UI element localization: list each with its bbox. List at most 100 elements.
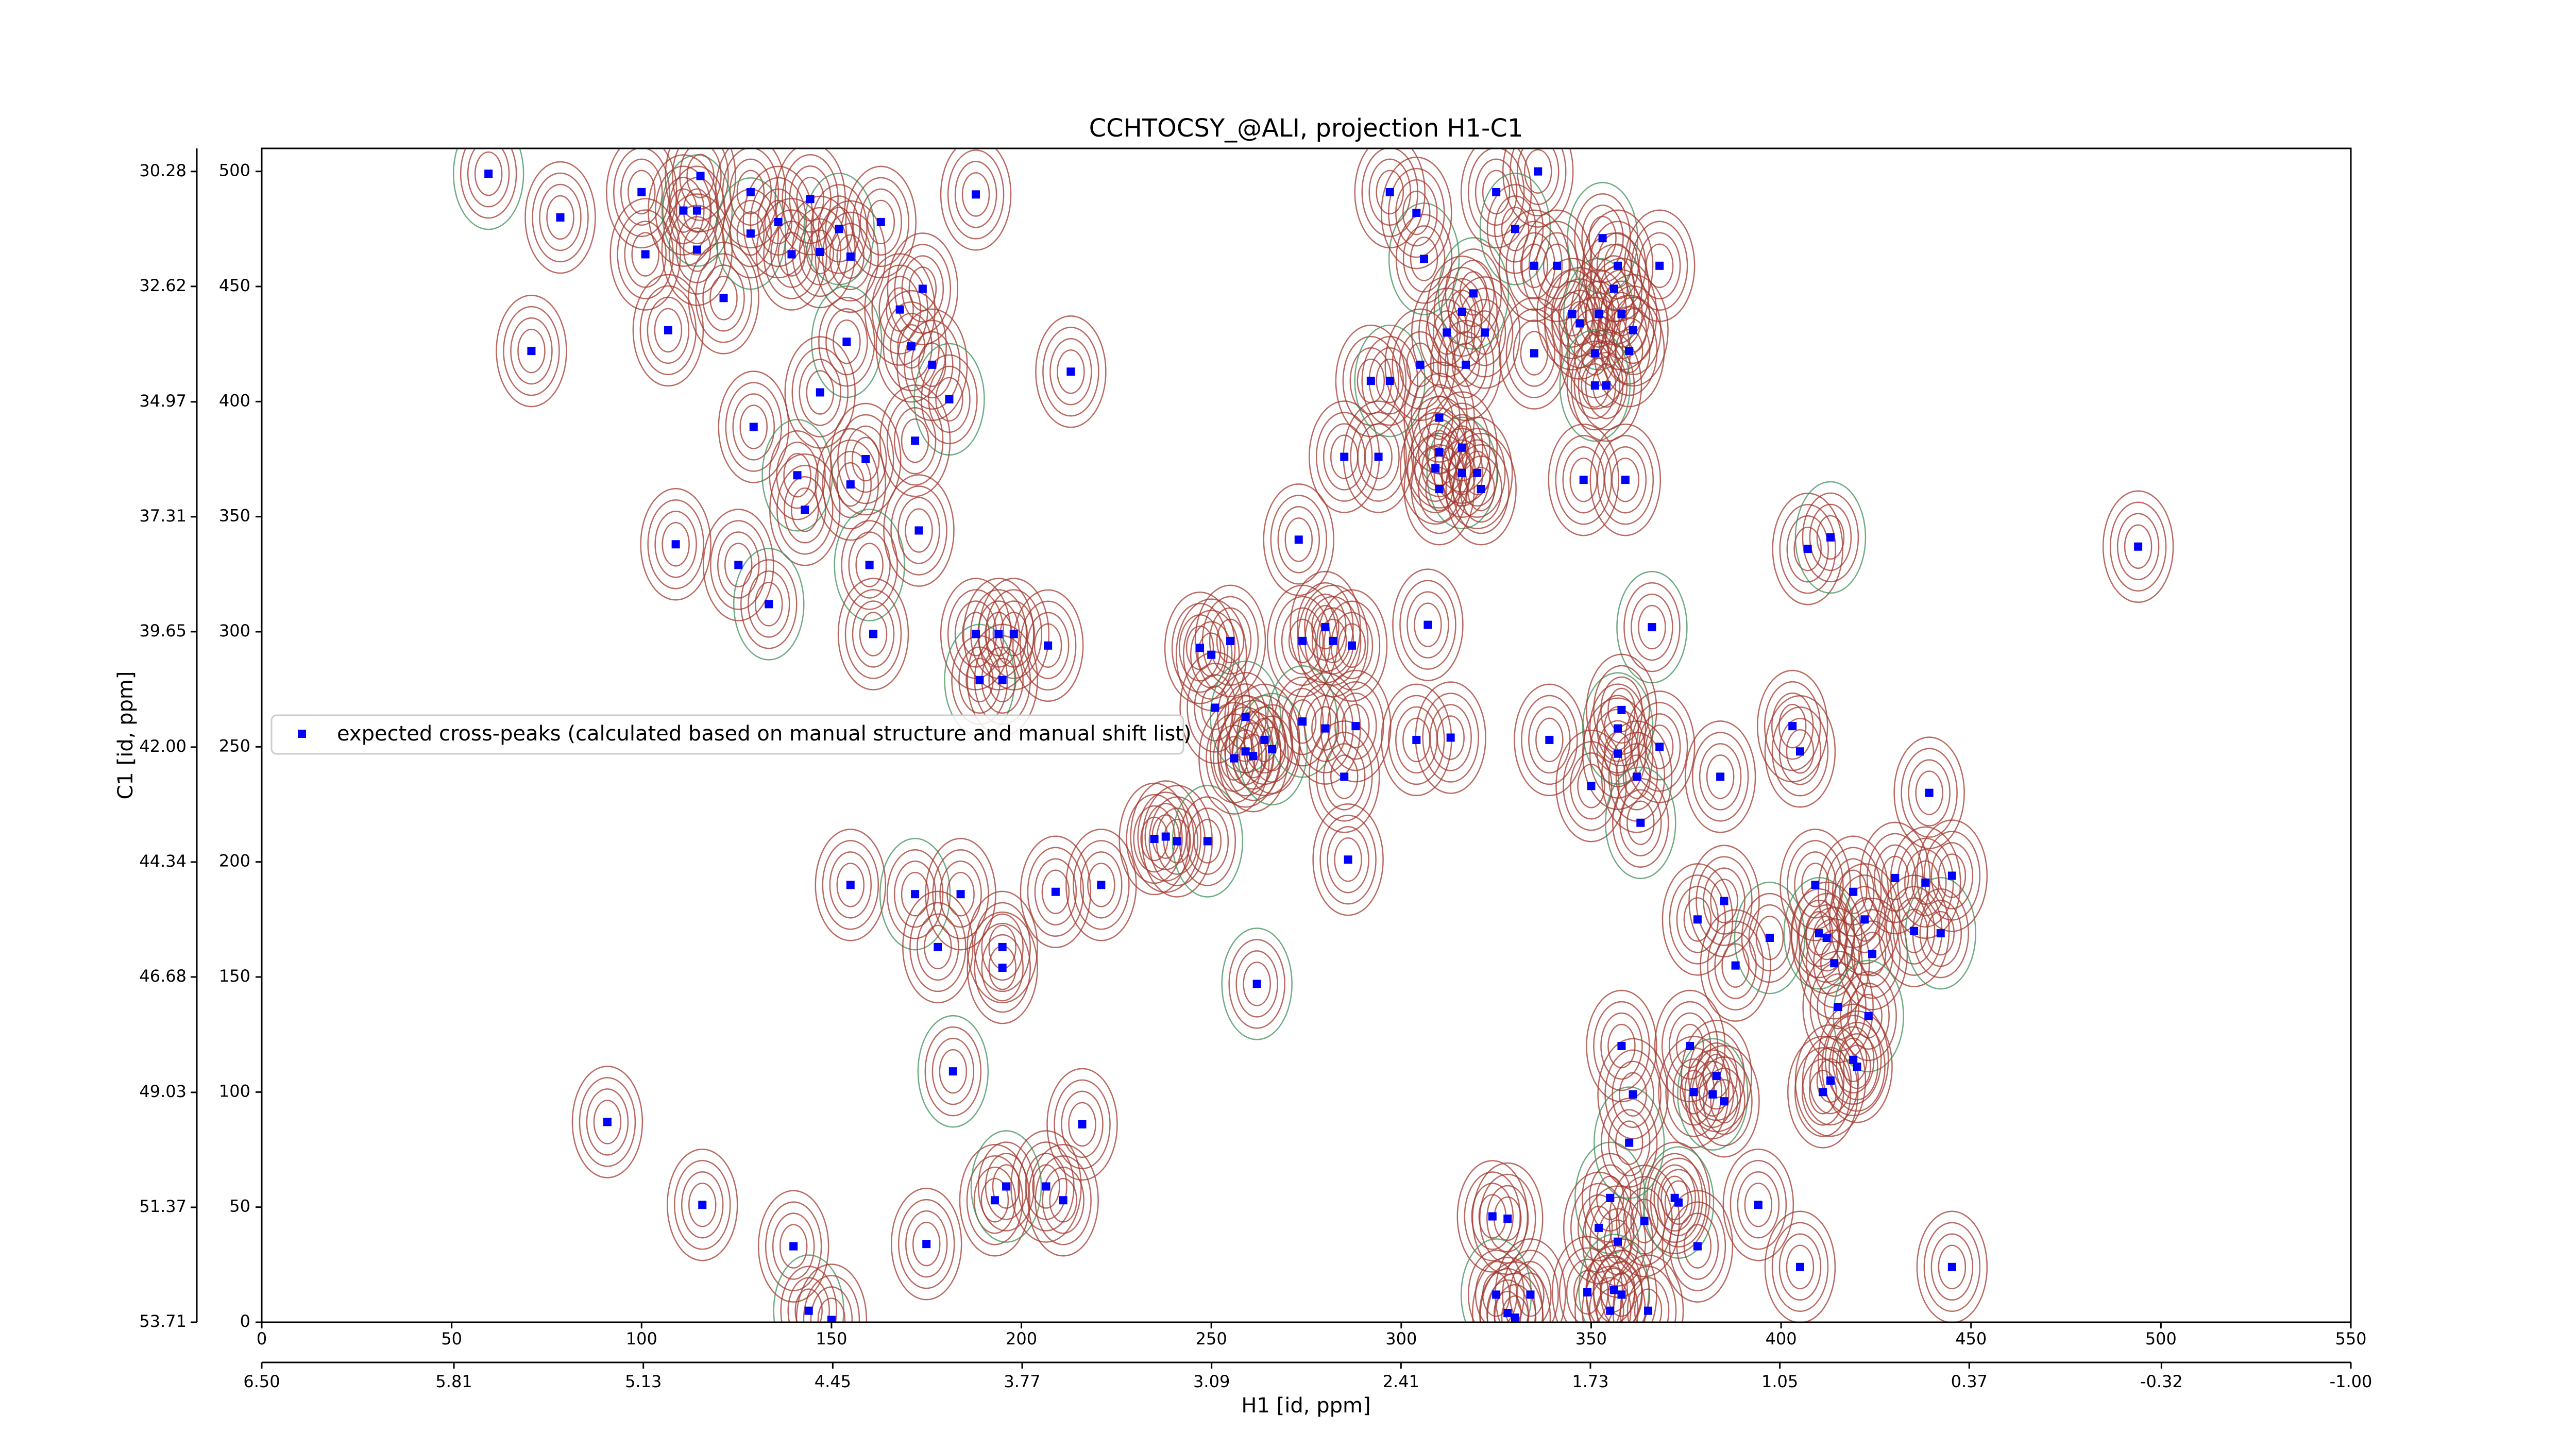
contour-ring	[517, 328, 546, 374]
contour-ring	[901, 255, 944, 323]
contour-ring	[848, 531, 891, 599]
cross-peak	[1230, 754, 1239, 763]
cross-peak	[664, 326, 672, 334]
contour-ring	[1780, 829, 1851, 941]
contour-ring	[1388, 695, 1445, 785]
contour-ring	[1677, 1038, 1749, 1151]
cross-peak	[1511, 225, 1519, 233]
contour-ring	[1182, 610, 1240, 700]
contour-ring	[893, 860, 937, 928]
x-tick-label: -0.32	[2140, 1372, 2183, 1391]
contour-ring	[1748, 904, 1791, 972]
contour-ring	[1422, 693, 1479, 783]
contour-ring	[1584, 1205, 1613, 1251]
contour-ring	[1516, 1272, 1545, 1317]
cross-peak	[1503, 1215, 1512, 1223]
contour-ring	[1027, 1144, 1099, 1257]
contour-ring	[1334, 692, 1377, 760]
cross-peak	[698, 1201, 707, 1209]
contour-ring	[1235, 950, 1278, 1018]
contour-ring	[1615, 743, 1658, 811]
cross-peak	[1488, 1212, 1497, 1221]
contour-ring	[1467, 1250, 1525, 1322]
contour-ring	[1376, 170, 1404, 215]
contour-ring	[1588, 215, 1617, 261]
contour-ring	[1824, 984, 1852, 1030]
contour-ring	[1683, 1224, 1712, 1269]
contour-ring	[1915, 770, 1943, 815]
contour-ring	[1794, 1047, 1852, 1137]
contour-ring	[912, 1221, 941, 1267]
contour-ring	[665, 148, 736, 232]
contour-ring	[1566, 340, 1624, 431]
contour-ring	[954, 161, 997, 228]
cross-peak	[846, 252, 855, 261]
cross-peak	[1936, 929, 1945, 938]
cross-peak	[1435, 448, 1444, 457]
contour-ring	[1714, 932, 1757, 999]
cross-peak	[1351, 722, 1360, 731]
contour-ring	[1445, 432, 1517, 546]
cross-peak	[734, 561, 743, 569]
contour-ring	[1646, 1153, 1703, 1243]
contour-ring	[867, 199, 895, 245]
cross-peak	[1655, 261, 1664, 270]
contour-ring	[1399, 580, 1456, 670]
cross-peak	[1241, 747, 1250, 756]
cross-peak	[1347, 641, 1356, 650]
contour-ring	[628, 170, 656, 215]
cross-peak	[679, 206, 688, 215]
contour-ring	[1867, 833, 1924, 923]
contour-ring	[825, 308, 868, 376]
x-tick-label: 200	[1006, 1329, 1037, 1349]
cross-peak	[1609, 1286, 1618, 1294]
x-tick-label: 300	[1385, 1329, 1417, 1349]
contour-ring	[1597, 1038, 1669, 1151]
cross-peak	[1385, 377, 1394, 385]
contour-ring	[1812, 915, 1841, 961]
contour-ring	[921, 354, 978, 445]
contour-ring	[1764, 695, 1836, 808]
contour-ring	[830, 402, 902, 516]
x-tick-label: 500	[2145, 1329, 2177, 1349]
cross-peak	[806, 195, 815, 204]
y-tick-label: 53.71	[139, 1311, 187, 1331]
contour-ring	[1436, 715, 1465, 760]
contour-ring	[977, 1141, 1035, 1232]
contour-ring	[1631, 221, 1688, 311]
contour-ring	[1626, 800, 1655, 845]
contour-ring	[1605, 766, 1676, 879]
cross-peak	[719, 294, 728, 302]
contour-ring	[1354, 324, 1426, 437]
y-tick-label: 50	[229, 1197, 250, 1216]
cross-peak	[1066, 367, 1075, 376]
y-tick-label: 39.65	[139, 621, 187, 641]
contour-ring	[1555, 730, 1627, 843]
contour-ring	[496, 294, 567, 408]
contour-ring	[1315, 412, 1373, 502]
contour-ring	[1523, 149, 1552, 194]
cross-peak	[1693, 1242, 1702, 1251]
cross-peak	[1458, 468, 1466, 477]
cross-peak	[1446, 733, 1455, 742]
cross-peak	[787, 250, 796, 259]
cross-peak	[1575, 319, 1584, 328]
contour-ring	[1403, 361, 1475, 474]
contour-ring	[1464, 1171, 1521, 1261]
contour-ring	[1311, 604, 1340, 650]
contour-ring	[1816, 1058, 1845, 1103]
contour-ring	[1426, 416, 1498, 530]
contour-ring	[859, 188, 903, 256]
contour-ring	[1057, 349, 1085, 394]
contour-ring	[1802, 1035, 1859, 1126]
contour-ring	[1320, 669, 1392, 783]
cross-peak	[1891, 873, 1900, 882]
cross-peak	[1712, 1072, 1721, 1081]
contour-ring	[852, 436, 880, 482]
cross-peak	[1614, 261, 1622, 270]
contour-ring	[1597, 434, 1654, 525]
contour-ring	[1639, 1141, 1710, 1255]
contour-ring	[1574, 193, 1631, 283]
contour-ring	[939, 1049, 968, 1094]
contour-ring	[757, 1190, 829, 1303]
